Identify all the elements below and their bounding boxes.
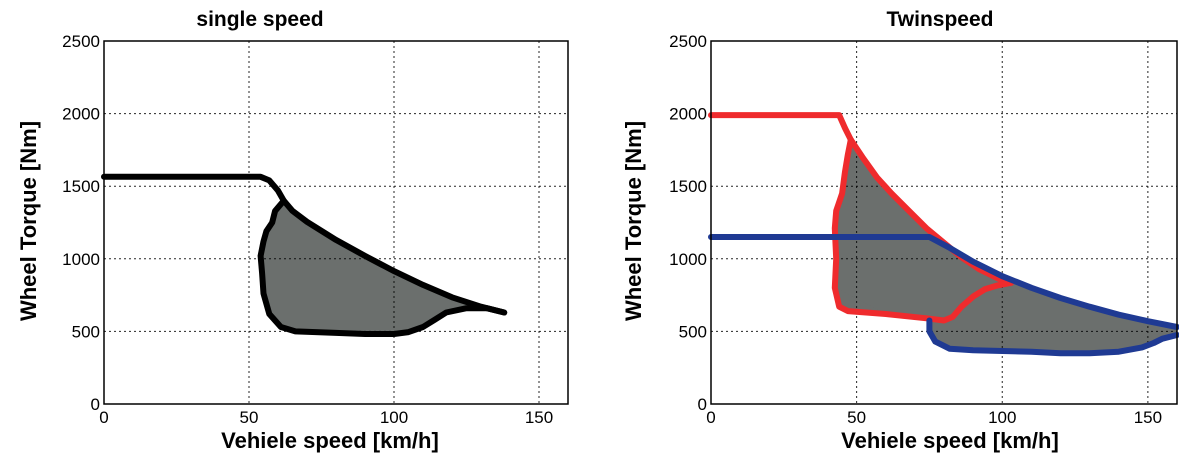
chart-single-speed-svg: single speed Vehiele speed [km/h] Wheel … [16, 8, 569, 453]
y-tick-label: 0 [91, 395, 100, 414]
x-tick-label: 0 [706, 408, 715, 427]
y-axis-label: Wheel Torque [Nm] [621, 121, 646, 321]
series-line-1 [831, 136, 1014, 324]
chart-single-speed: single speed Vehiele speed [km/h] Wheel … [16, 8, 569, 453]
y-axis-label: Wheel Torque [Nm] [16, 121, 41, 321]
x-tick-label: 0 [99, 408, 108, 427]
y-tick-label: 1500 [62, 177, 100, 196]
y-tick-label: 2500 [62, 32, 100, 51]
y-tick-label: 2000 [62, 105, 100, 124]
y-tick-label: 2000 [669, 105, 707, 124]
operating-region-fill [834, 139, 1011, 321]
y-tick-label: 1500 [669, 177, 707, 196]
y-tick-label: 1000 [669, 250, 707, 269]
series-line-0 [101, 173, 508, 316]
x-tick-label: 100 [380, 408, 408, 427]
y-tick-label: 1000 [62, 250, 100, 269]
x-axis-label: Vehiele speed [km/h] [841, 428, 1059, 453]
chart-twinspeed-svg: Twinspeed Vehiele speed [km/h] Wheel Tor… [621, 8, 1179, 453]
x-tick-label: 100 [988, 408, 1016, 427]
chart-twinspeed: Twinspeed Vehiele speed [km/h] Wheel Tor… [590, 0, 1179, 458]
chart-title: single speed [196, 8, 323, 31]
x-axis-label: Vehiele speed [km/h] [221, 428, 439, 453]
chart-title: Twinspeed [887, 8, 994, 31]
series-line-2 [708, 234, 1179, 330]
plot-area [101, 40, 569, 405]
plot-frame [710, 40, 1178, 405]
plot-background [104, 41, 568, 404]
series-line-3 [926, 317, 1179, 357]
series-line-1 [257, 197, 508, 337]
y-tick-label: 500 [679, 322, 707, 341]
y-tick-label: 2500 [669, 32, 707, 51]
operating-region-fill [836, 282, 1177, 354]
y-tick-label: 500 [72, 322, 100, 341]
y-tick-label: 0 [698, 395, 707, 414]
x-tick-label: 50 [847, 408, 866, 427]
x-tick-label: 50 [240, 408, 259, 427]
x-tick-label: 150 [525, 408, 553, 427]
plot-area [708, 40, 1179, 405]
series-line-0 [708, 112, 1014, 286]
plot-frame [103, 40, 569, 405]
x-tick-label: 150 [1134, 408, 1162, 427]
